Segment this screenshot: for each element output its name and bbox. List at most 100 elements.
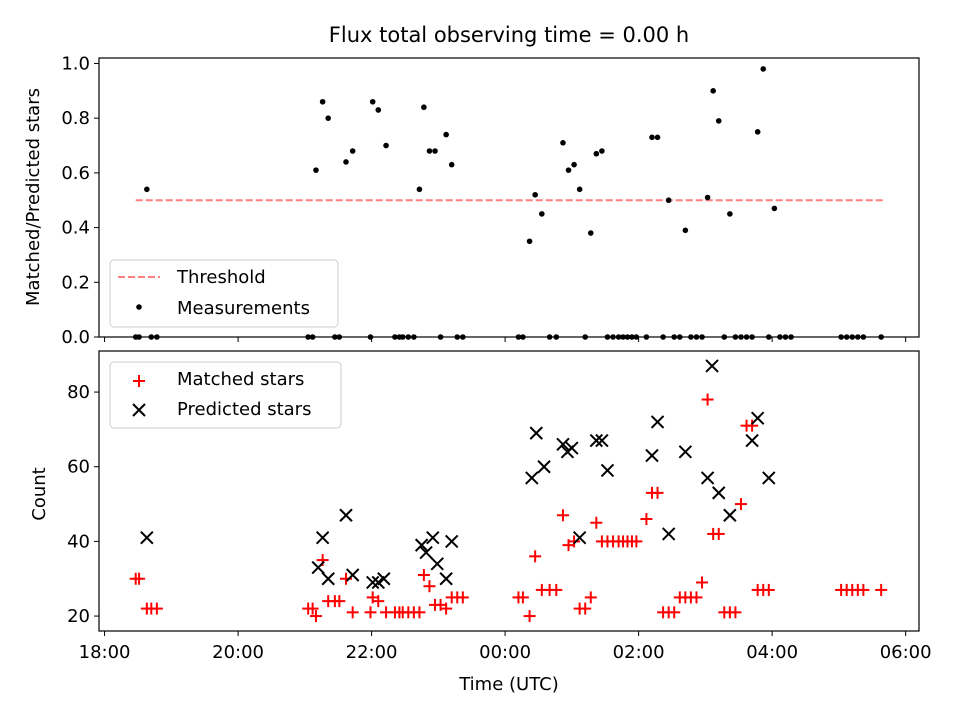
measurement-point [660,334,666,340]
bottom-y-tick-label: 40 [67,531,90,552]
bottom-ticks: 18:00 20:00 22:00 00:00 02:00 04:00 06:00 20 40 6… [67,382,931,663]
measurement-point [411,334,417,340]
predicted-star-point [419,545,433,560]
x-tick-label: 22:00 [346,642,398,663]
top-y-tick-label: 0.4 [61,218,90,239]
matched-star-point [590,516,603,529]
predicted-star-point [444,534,459,549]
measurement-point [633,334,640,340]
matched-star-point [690,591,703,604]
matched-star-point [150,602,163,615]
measurement-point [732,334,739,340]
measurement-point [688,334,694,340]
matched-star-point [133,572,146,585]
matched-star-point [372,595,385,608]
measurement-point [665,197,672,204]
predicted-star-point [311,560,325,575]
bottom-y-tick-label: 60 [67,457,90,478]
measurement-point [754,129,761,135]
measurement-point [336,334,343,340]
measurement-point [309,334,316,340]
matched-star-point [523,610,536,623]
x-tick-label: 18:00 [79,642,131,663]
measurement-point [343,159,349,165]
bottom-y-tick-label: 20 [67,606,90,627]
predicted-star-point [565,441,579,455]
predicted-star-point [426,530,440,545]
measurement-point [546,334,553,340]
measurement-point [405,334,412,340]
predicted-star-point [430,557,444,571]
predicted-star-point [650,415,665,429]
measurement-point [565,167,572,173]
matched-star-point [640,513,653,525]
matched-star-point [630,535,643,548]
predicted-star-point [700,471,715,485]
measurement-point [520,334,526,340]
matched-star-point [729,606,742,619]
matched-star-point [550,583,563,596]
measurement-point [421,104,427,111]
matched-star-point [668,606,681,619]
measurement-point [855,334,861,340]
measurement-point [782,334,789,340]
bottom-legend: Matched stars Predicted stars [109,361,342,429]
measurement-point [560,139,566,146]
measurement-point [416,186,423,193]
predicted-star-point [339,508,353,522]
top-y-tick-label: 0.8 [61,108,90,129]
x-tick-label: 20:00 [212,642,264,663]
measurement-point [136,334,142,340]
bottom-y-axis-title: Count [29,467,50,520]
predicted-star-point [439,572,453,586]
measurement-point [313,167,319,173]
predicted-star-point [529,426,543,440]
count-points [129,359,888,623]
predicted-star-point [589,433,604,448]
x-tick-label: 00:00 [479,642,531,663]
top-plot-area [98,57,920,338]
bottom-legend-box [109,361,342,429]
measurement-point [399,334,406,340]
predicted-star-point [377,572,391,586]
measurement-point [599,148,605,154]
matched-star-point [579,602,592,615]
matched-star-point [857,583,870,596]
bottom-y-tick-label: 80 [67,382,90,403]
measurement-point [838,334,844,340]
legend-measurements-swatch [136,304,142,310]
top-legend: Threshold Measurements [109,259,339,328]
measurement-point [743,334,750,340]
matched-star-point [696,576,709,589]
measurement-point [643,334,650,340]
top-legend-box [109,259,339,328]
matched-star-point [417,569,430,581]
top-ticks: 0.0 0.2 0.4 0.6 0.8 1.0 [61,53,907,348]
measurement-point [349,148,356,154]
measurement-point [582,334,589,340]
top-y-tick-label: 0.6 [61,163,90,184]
matched-star-point [346,606,359,619]
measurement-point [682,227,689,234]
predicted-star-point [712,486,726,500]
predicted-star-point [661,527,676,541]
measurement-point [620,334,626,340]
measurement-point [615,334,622,340]
measurement-point [654,134,661,141]
matched-star-point [712,527,725,540]
measurement-point [777,334,783,340]
measurement-point [788,334,794,340]
matched-star-point [516,591,529,604]
measurement-point [721,334,728,340]
predicted-star-point [705,359,719,373]
measurement-point [369,98,376,105]
x-tick-label: 04:00 [746,642,798,663]
measurement-point [760,66,767,72]
measurement-point [843,334,850,340]
predicted-star-point [762,471,776,485]
measurement-point [710,88,716,94]
predicted-star-point [595,433,609,448]
measurement-point [738,334,744,340]
